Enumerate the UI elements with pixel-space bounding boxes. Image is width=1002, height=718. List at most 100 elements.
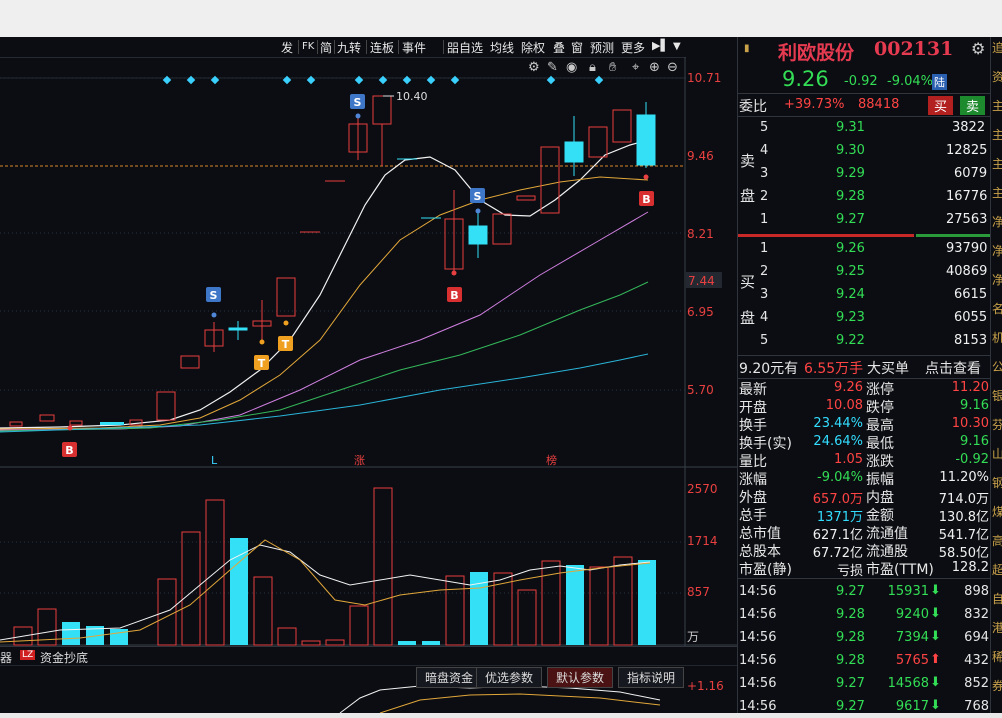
ranking-strip-char[interactable]: 超	[992, 561, 1002, 578]
zoom-in-icon[interactable]: ⊕	[649, 60, 660, 75]
stat-label: 换手	[739, 418, 767, 434]
ask-row[interactable]: 2 9.28 16776	[760, 189, 988, 204]
indicator-tab-prev[interactable]: 器	[0, 651, 13, 665]
buy-button[interactable]: 买	[928, 96, 954, 115]
bid-row[interactable]: 4 9.23 6055	[760, 310, 988, 325]
ranking-strip-char[interactable]: 主	[992, 155, 1002, 172]
ask-row[interactable]: 5 9.31 3822	[760, 120, 986, 135]
menu-item-fk[interactable]: FK	[302, 41, 315, 52]
ranking-strip-char[interactable]: 追	[992, 39, 1002, 56]
menu-item-jiuzhuan[interactable]: 九转	[337, 41, 362, 55]
volume-ma-white	[0, 544, 651, 641]
ask-row[interactable]: 3 9.29 6079	[760, 166, 988, 181]
signal-s-badge: S	[210, 289, 218, 302]
ranking-strip-char[interactable]: 芬	[992, 416, 1002, 433]
stock-code: 002131	[874, 38, 954, 60]
ranking-strip-char[interactable]: 券	[992, 677, 1002, 694]
tick-price: 9.27	[836, 584, 865, 599]
ask-side-label: 盘	[740, 187, 756, 205]
ranking-strip-char[interactable]: 山	[992, 445, 1002, 462]
menu-item-ma[interactable]: 均线	[490, 41, 515, 55]
signal-b-badge: B	[642, 193, 650, 206]
bid-row[interactable]: 2 9.25 40869	[760, 264, 988, 279]
ranking-strip-char[interactable]: 净	[992, 213, 1002, 230]
ranking-strip-char[interactable]: 煤	[992, 503, 1002, 520]
ranking-strip-char[interactable]: 高	[992, 532, 1002, 549]
stat-label: 总市值	[739, 526, 781, 542]
menu-item-events[interactable]: 事件	[402, 41, 427, 55]
tab-dark-fund[interactable]: 暗盘资金	[416, 667, 483, 688]
tick-time: 14:56	[739, 653, 777, 668]
menu-item-window[interactable]: 窗	[571, 41, 584, 55]
ranking-strip-char[interactable]: 名	[992, 300, 1002, 317]
tick-volume: 7394	[895, 630, 929, 645]
zoom-out-icon[interactable]: ⊖	[667, 60, 678, 75]
candles-up	[39, 95, 632, 422]
pen-icon[interactable]: ✎	[547, 60, 558, 75]
chevron-down-icon[interactable]: ▼	[673, 41, 681, 52]
hand-icon[interactable]: ✋︎	[609, 60, 617, 75]
tick-time: 14:56	[739, 584, 777, 599]
stat-row: 总股本 67.72亿 流通股 58.50亿	[738, 541, 991, 561]
menu-item-exright[interactable]: 除权	[521, 41, 546, 55]
menu-item-overlay[interactable]: 叠	[553, 41, 566, 55]
crosshair-icon[interactable]: ⌖	[632, 60, 640, 75]
eye-icon[interactable]: ◉	[566, 60, 578, 75]
indicator-tab-fund-bottom[interactable]: 资金抄底	[40, 651, 89, 665]
settings-gear-icon[interactable]: ⚙	[971, 39, 986, 58]
stat-value: 9.16	[960, 398, 989, 413]
tick-volume: 9617	[895, 699, 929, 714]
menu-item-lianban[interactable]: 连板	[370, 41, 395, 55]
signal-t-badge: T	[258, 357, 266, 370]
stat-label: 市盈(TTM)	[866, 562, 934, 578]
big-order-detail-link[interactable]: 点击查看	[925, 361, 981, 377]
menu-item-more[interactable]: 更多	[621, 41, 646, 55]
stat-value: 11.20	[951, 380, 989, 395]
volume-axis-label: 1714	[687, 534, 718, 548]
stat-value: 1.05	[834, 452, 863, 467]
tick-row: 14:56 9.27 9617 ⬇ 768	[738, 696, 991, 718]
stat-label: 振幅	[866, 472, 894, 488]
settings-icon[interactable]: ⚙	[528, 60, 540, 75]
ranking-strip-char[interactable]: 主	[992, 184, 1002, 201]
bid-row[interactable]: 5 9.22 8153	[760, 333, 988, 348]
stat-value: 714.0万	[938, 492, 989, 507]
weibi-value: +39.73%	[784, 97, 845, 112]
ranking-strip-char[interactable]: 资	[992, 68, 1002, 85]
tick-count: 832	[964, 607, 989, 622]
bookmark-icon[interactable]: ▮	[744, 43, 750, 54]
big-order-label: 大买单	[867, 361, 909, 377]
ranking-strip-char[interactable]: 主	[992, 97, 1002, 114]
ask-row[interactable]: 1 9.27 27563	[760, 212, 988, 227]
ranking-strip-char[interactable]: 港	[992, 619, 1002, 636]
tab-preferred-params[interactable]: 优选参数	[476, 667, 543, 688]
menu-item-simple[interactable]: 简	[320, 41, 333, 55]
ranking-strip-char[interactable]: 净	[992, 271, 1002, 288]
signal-b-badge: B	[65, 444, 73, 457]
menu-item-fa[interactable]: 发	[281, 41, 294, 55]
price-axis-label: 5.70	[687, 383, 714, 397]
bid-row[interactable]: 1 9.26 93790	[760, 241, 988, 256]
stat-value: 10.08	[825, 398, 863, 413]
ranking-strip-char[interactable]: 主	[992, 126, 1002, 143]
ask-row[interactable]: 4 9.30 12825	[760, 143, 988, 158]
ranking-strip-char[interactable]: 公	[992, 358, 1002, 375]
ranking-strip-char[interactable]: 银	[992, 387, 1002, 404]
ranking-strip-char[interactable]: 自	[992, 590, 1002, 607]
sell-button[interactable]: 卖	[960, 96, 986, 115]
ranking-strip-char[interactable]: 机	[992, 329, 1002, 346]
tick-volume: 5765	[895, 653, 929, 668]
ranking-strip-char[interactable]: 钢	[992, 474, 1002, 491]
indicator-line-white	[339, 685, 661, 713]
tab-default-params[interactable]: 默认参数	[547, 667, 614, 688]
menu-item-delete-watchlist[interactable]: 㗊自选	[447, 41, 484, 55]
bid-row[interactable]: 3 9.24 6615	[760, 287, 988, 302]
ranking-strip-char[interactable]: 稀	[992, 648, 1002, 665]
stat-label: 最新	[739, 382, 767, 398]
pin-arrow-icon[interactable]: ▶▌	[652, 39, 669, 52]
stat-label: 开盘	[739, 400, 767, 416]
ranking-strip-char[interactable]: 净	[992, 242, 1002, 259]
tab-indicator-help[interactable]: 指标说明	[618, 667, 685, 688]
lock-icon[interactable]: 🔒︎	[589, 60, 596, 75]
menu-item-forecast[interactable]: 预测	[590, 41, 615, 55]
